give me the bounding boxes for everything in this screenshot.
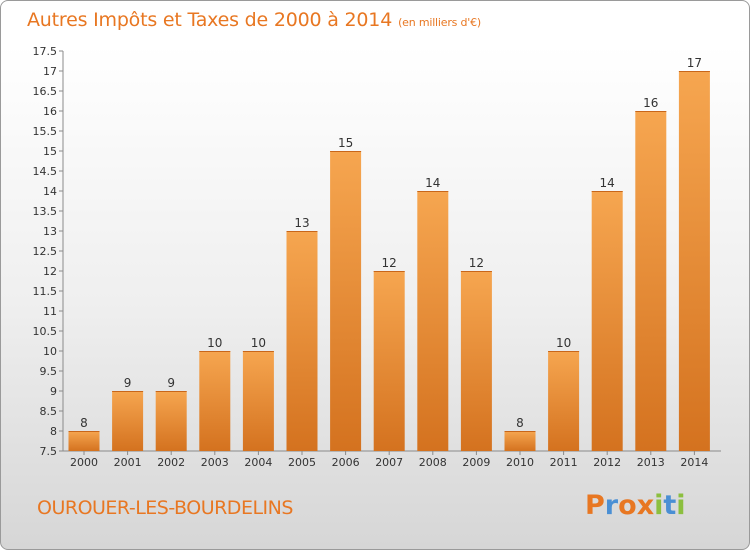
y-tick-label: 14 (43, 185, 57, 198)
plot-area: 7.5 8 8.5 9 9.5 10 10.5 11 11.5 12 12.5 13 13.5 14 14.… (33, 45, 721, 469)
y-tick-label: 11 (43, 305, 57, 318)
x-tick-label: 2012 (593, 456, 621, 469)
x-tick-label: 2013 (637, 456, 665, 469)
logo-letter: x (636, 490, 655, 521)
x-tick-label: 2006 (332, 456, 360, 469)
logo-letter: o (618, 490, 637, 521)
bar-2003 (199, 351, 231, 451)
data-label: 17 (687, 56, 702, 70)
bar-2000 (68, 431, 100, 451)
bar-2013 (635, 111, 667, 451)
y-tick-label: 9 (50, 385, 57, 398)
data-label: 10 (251, 336, 266, 350)
data-label: 10 (207, 336, 222, 350)
data-label: 12 (382, 256, 397, 270)
y-tick-label: 7.5 (40, 445, 58, 458)
y-tick-label: 13.5 (33, 205, 58, 218)
y-tick-label: 14.5 (33, 165, 58, 178)
x-tick-label: 2003 (201, 456, 229, 469)
y-tick-label: 8.5 (40, 405, 58, 418)
data-label: 10 (556, 336, 571, 350)
chart-title-text: Autres Impôts et Taxes de 2000 à 2014 (27, 9, 393, 31)
bar-2010 (504, 431, 536, 451)
bar-2011 (548, 351, 580, 451)
x-tick-label: 2011 (550, 456, 578, 469)
logo-letter: i (654, 490, 664, 521)
y-tick-label: 11.5 (33, 285, 58, 298)
y-tick-label: 16.5 (33, 85, 58, 98)
y-tick-label: 12 (43, 265, 57, 278)
y-tick-label: 16 (43, 105, 57, 118)
chart-unit: (en milliers d'€) (398, 16, 481, 29)
commune-name: OUROUER-LES-BOURDELINS (37, 497, 293, 519)
x-tick-label: 2007 (375, 456, 403, 469)
x-tick-label: 2009 (462, 456, 490, 469)
y-tick-label: 10 (43, 345, 57, 358)
data-label: 14 (425, 176, 440, 190)
data-label: 9 (124, 376, 132, 390)
y-tick-label: 15 (43, 145, 57, 158)
bar-2007 (373, 271, 405, 451)
logo-letter: t (663, 490, 677, 521)
bar-2002 (155, 391, 187, 451)
x-tick-label: 2010 (506, 456, 534, 469)
x-tick-label: 2000 (70, 456, 98, 469)
data-label: 13 (294, 216, 309, 230)
data-label: 15 (338, 136, 353, 150)
bar-2004 (242, 351, 274, 451)
x-tick-label: 2008 (419, 456, 447, 469)
bar-2014 (678, 71, 710, 451)
data-label: 9 (167, 376, 175, 390)
x-tick-label: 2005 (288, 456, 316, 469)
x-tick-label: 2002 (157, 456, 185, 469)
bar-2008 (417, 191, 449, 451)
y-tick-label: 9.5 (40, 365, 58, 378)
logo-letter: P (585, 490, 605, 521)
bar-2012 (591, 191, 623, 451)
data-label: 12 (469, 256, 484, 270)
logo-letter: i (676, 490, 686, 521)
x-tick-label: 2001 (114, 456, 142, 469)
logo-letter: r (604, 490, 619, 521)
data-label: 14 (600, 176, 615, 190)
bar-2009 (460, 271, 492, 451)
x-tick-label: 2014 (680, 456, 708, 469)
y-tick-label: 17.5 (33, 45, 58, 58)
bar-2006 (330, 151, 362, 451)
proxiti-logo: Proxiti (585, 490, 686, 521)
data-label: 8 (516, 416, 524, 430)
bar-2005 (286, 231, 318, 451)
y-tick-label: 12.5 (33, 245, 58, 258)
y-tick-label: 15.5 (33, 125, 58, 138)
data-label: 16 (643, 96, 658, 110)
x-tick-label: 2004 (244, 456, 272, 469)
bar-2001 (112, 391, 144, 451)
data-label: 8 (80, 416, 88, 430)
y-tick-label: 17 (43, 65, 57, 78)
y-tick-label: 8 (50, 425, 57, 438)
chart-title: Autres Impôts et Taxes de 2000 à 2014 (en… (27, 9, 481, 31)
y-tick-label: 13 (43, 225, 57, 238)
y-tick-label: 10.5 (33, 325, 58, 338)
